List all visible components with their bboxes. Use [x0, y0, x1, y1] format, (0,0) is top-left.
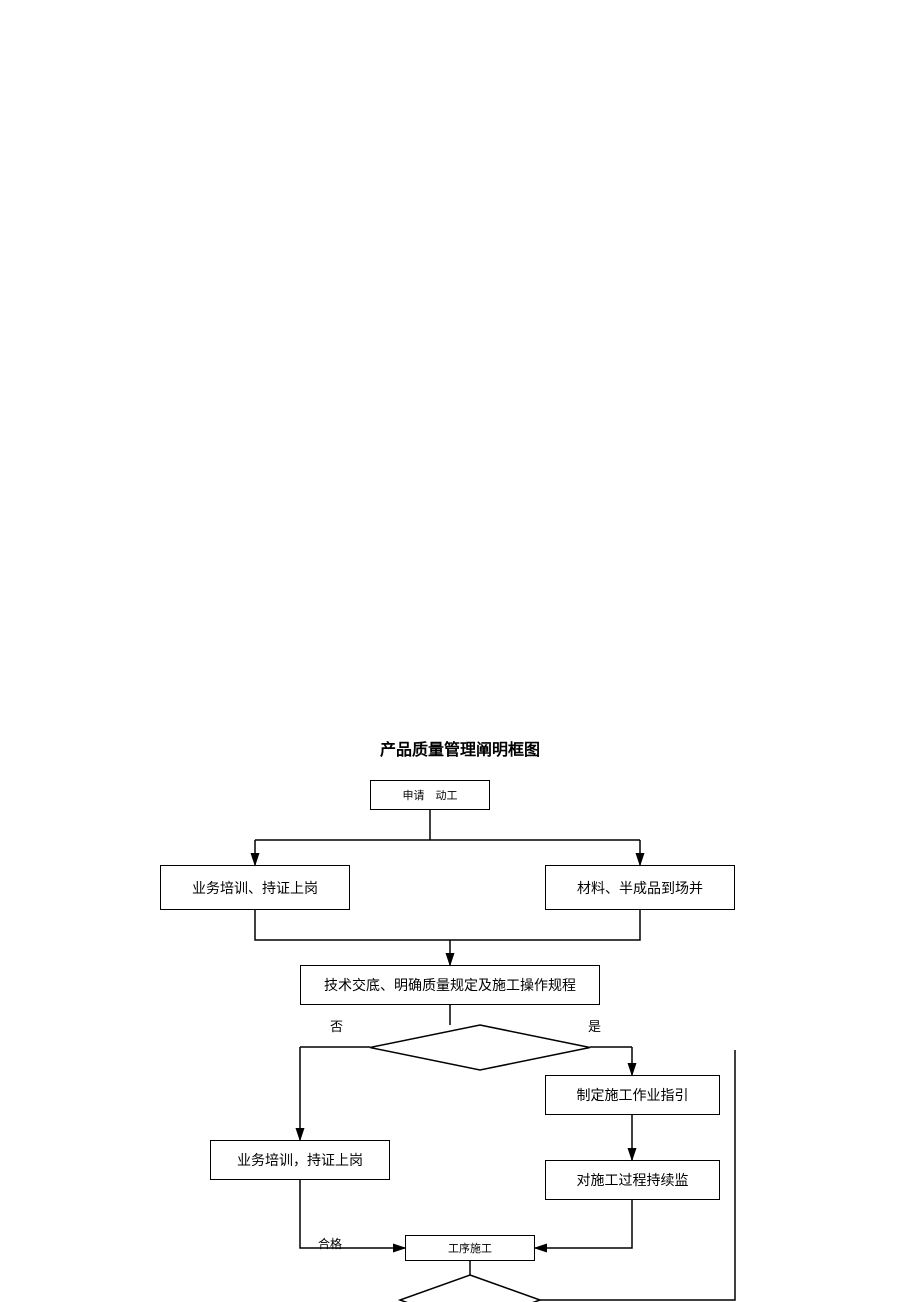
label-no: 否 — [330, 1016, 343, 1035]
label-ok: 合格 — [318, 1235, 342, 1252]
node-tech-rules: 技术交底、明确质量规定及施工操作规程 — [300, 965, 600, 1005]
node-monitor: 对施工过程持续监 — [545, 1160, 720, 1200]
diagram-title: 产品质量管理阐明框图 — [0, 736, 920, 760]
decision-1-text: 上工检入工 — [430, 1040, 485, 1056]
node-make-guide: 制定施工作业指引 — [545, 1075, 720, 1115]
node-training-2: 业务培训，持证上岗 — [210, 1140, 390, 1180]
node-apply-start: 申请 动工 — [370, 780, 490, 810]
label-yes: 是 — [588, 1016, 601, 1035]
flow-connectors — [0, 0, 920, 1302]
node-materials: 材料、半成品到场并 — [545, 865, 735, 910]
node-procedure: 工序施工 — [405, 1235, 535, 1261]
node-training-1: 业务培训、持证上岗 — [160, 865, 350, 910]
